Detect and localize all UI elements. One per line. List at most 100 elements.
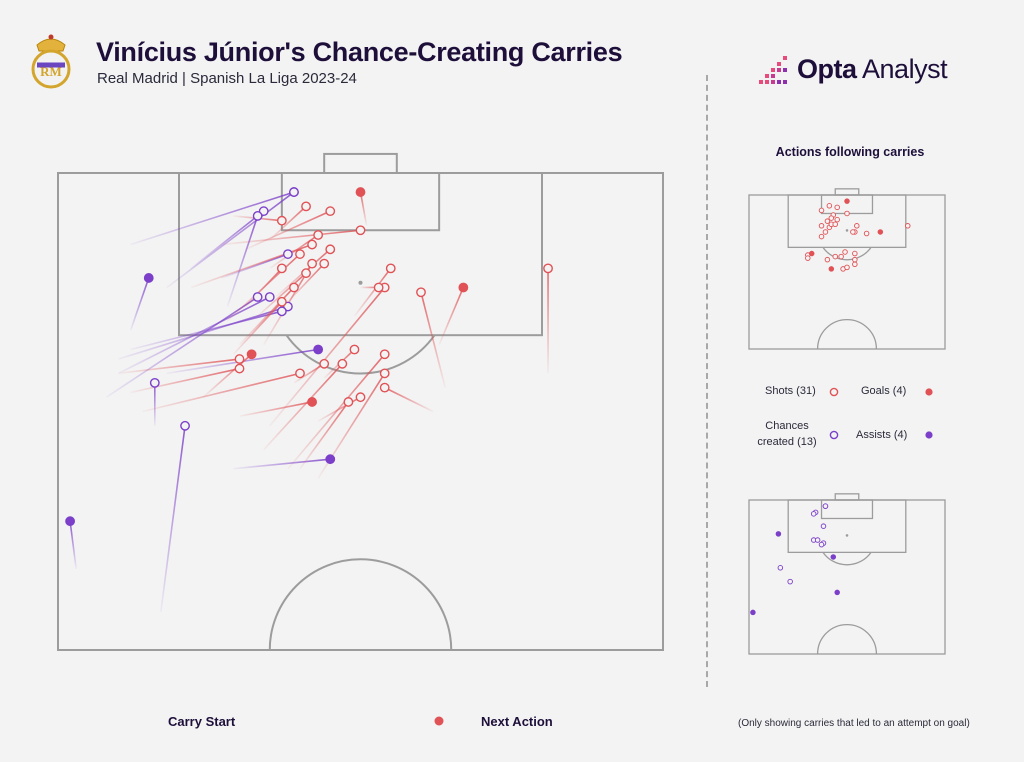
next-action-marker-goal xyxy=(307,397,317,407)
next-action-marker-chance xyxy=(252,292,263,302)
mini-shots-pitch-penalty-arc xyxy=(822,246,872,261)
mini-shot-marker-goal xyxy=(808,250,815,257)
mini-shot-marker-shot xyxy=(852,250,858,257)
carry-line xyxy=(239,401,313,418)
next-action-marker-chance xyxy=(264,292,275,302)
page-title: Vinícius Júnior's Chance-Creating Carrie… xyxy=(96,37,623,67)
mini-shot-marker-shot xyxy=(834,204,840,211)
next-action-marker-shot xyxy=(325,244,336,255)
mini-shots-pitch-penalty-spot xyxy=(845,229,849,232)
legend-assists-label: Assists (4) xyxy=(856,429,908,441)
mini-chance-marker-chance xyxy=(814,537,821,543)
carry-line xyxy=(221,229,361,246)
carry-line xyxy=(245,210,331,251)
next-action-marker-shot xyxy=(349,344,360,355)
mini-shot-marker-shot xyxy=(905,223,911,229)
carry-line xyxy=(221,253,289,279)
mini-chance-marker-assist xyxy=(830,554,837,560)
brand-name-light: Analyst xyxy=(856,54,948,84)
carry-line xyxy=(257,272,307,317)
next-action-marker-assist xyxy=(65,516,76,527)
carry-line xyxy=(299,401,350,470)
carry-line xyxy=(438,287,465,346)
legend-shots-marker xyxy=(829,387,839,397)
mini-shot-marker-shot xyxy=(832,221,838,228)
carry-line xyxy=(233,458,331,470)
next-action-marker-shot xyxy=(313,230,324,240)
carry-line xyxy=(232,301,283,355)
next-action-marker-shot xyxy=(416,287,426,298)
mini-shot-marker-shot xyxy=(824,218,831,224)
next-action-marker-shot xyxy=(325,206,336,217)
mini-chances-pitch-goal xyxy=(834,493,860,501)
mini-shot-marker-shot xyxy=(824,256,831,263)
mini-chance-marker-chance xyxy=(822,503,829,509)
next-action-marker-assist xyxy=(143,273,154,283)
next-action-marker-shot xyxy=(289,282,299,293)
carry-line xyxy=(384,386,434,413)
mini-shot-marker-shot xyxy=(863,230,870,237)
next-action-marker-chance xyxy=(276,306,287,317)
legend-chances-line2: created (13) xyxy=(757,436,817,448)
next-action-marker-shot xyxy=(295,368,305,379)
carry-line xyxy=(420,292,446,388)
mini-shot-marker-shot xyxy=(828,215,835,221)
mini-shot-marker-shot xyxy=(834,216,840,223)
carry-line xyxy=(142,372,301,413)
mini-shot-marker-goal xyxy=(844,198,850,204)
mini-shot-marker-shot xyxy=(822,229,829,235)
mini-shot-marker-shot xyxy=(842,249,848,255)
mini-chance-marker-chance xyxy=(787,578,793,585)
mini-chance-marker-assist xyxy=(750,609,756,616)
carry-line xyxy=(130,367,240,394)
next-action-marker-shot xyxy=(337,358,348,369)
main-pitch-centre-circle xyxy=(268,558,453,651)
mini-shot-marker-shot xyxy=(818,233,825,240)
next-action-marker-shot xyxy=(234,363,245,374)
next-action-marker-shot xyxy=(319,358,330,369)
carry-line xyxy=(226,215,259,307)
next-action-marker-goal xyxy=(246,349,257,360)
next-action-marker-shot xyxy=(543,263,553,274)
mini-shot-marker-shot xyxy=(852,261,858,268)
page-subtitle: Real Madrid | Spanish La Liga 2023-24 xyxy=(97,70,357,87)
carry-line xyxy=(129,277,150,331)
mini-chances-pitch-penalty-arc xyxy=(822,551,872,566)
carry-line xyxy=(353,267,392,317)
next-action-marker-shot xyxy=(301,268,311,279)
mini-chance-marker-assist xyxy=(834,589,840,596)
mini-chances-pitch-centre-circle xyxy=(816,624,878,655)
carry-line xyxy=(130,310,283,351)
real-madrid-crest-icon: RM xyxy=(31,34,71,89)
next-action-marker-shot xyxy=(373,282,384,293)
mini-chances-pitch-penalty-box xyxy=(787,499,907,554)
carry-line xyxy=(160,425,186,612)
carry-key-line xyxy=(287,716,444,726)
mini-shots-pitch-goal xyxy=(834,188,860,196)
next-action-marker-shot xyxy=(307,239,317,250)
mini-chance-marker-chance xyxy=(810,511,817,517)
mini-shot-marker-goal xyxy=(877,229,884,235)
next-action-marker-shot xyxy=(343,397,354,407)
next-action-marker-shot xyxy=(295,249,305,259)
carry-line xyxy=(105,296,259,398)
next-action-marker-shot xyxy=(355,225,366,236)
next-action-marker-assist xyxy=(325,454,336,465)
legend-shots-label: Shots (31) xyxy=(765,385,816,397)
next-action-marker-shot xyxy=(234,354,245,364)
carry-line xyxy=(287,263,325,303)
mini-chances-pitch-penalty-spot xyxy=(845,534,849,537)
next-action-marker-shot xyxy=(276,263,287,274)
mini-shot-marker-shot xyxy=(805,255,811,261)
mini-chance-marker-chance xyxy=(820,523,827,529)
next-action-marker-shot xyxy=(385,263,396,274)
next-action-marker-shot xyxy=(379,349,390,360)
next-action-marker-chance xyxy=(180,420,190,431)
carry-line xyxy=(269,286,386,427)
legend-chances-label: Chances created (13) xyxy=(755,418,819,450)
next-action-marker-shot xyxy=(379,382,390,393)
carry-line xyxy=(263,363,343,451)
